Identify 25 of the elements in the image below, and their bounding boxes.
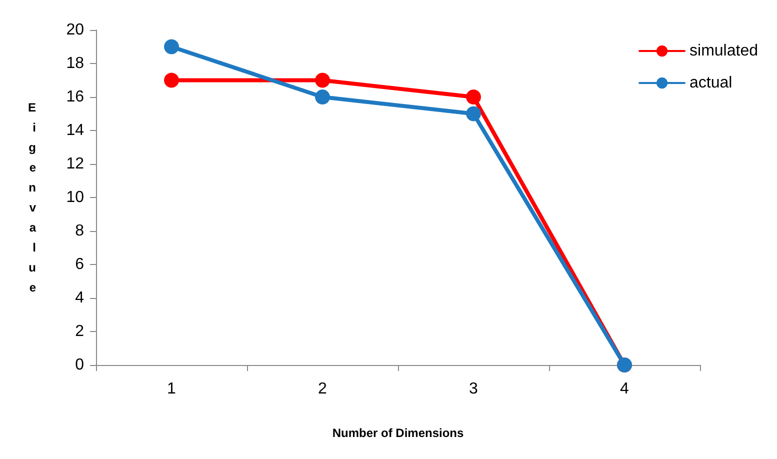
point (315, 72, 330, 88)
y-tick-label: 4 (75, 290, 84, 306)
y-tick-label: 6 (75, 256, 84, 273)
y-tick-label: 12 (66, 156, 84, 172)
x-axis-title: Number of Dimensions (332, 426, 464, 440)
y-tick-label: 2 (75, 323, 84, 340)
x-tick-label: 1 (167, 380, 176, 398)
point (466, 106, 481, 122)
point (315, 90, 330, 104)
legend-label: simulated (690, 42, 758, 60)
y-tick-label: 0 (75, 356, 84, 374)
legend-label: actual (690, 74, 732, 92)
x-tick-label: 4 (620, 380, 630, 398)
y-tick-label: 14 (66, 122, 84, 139)
text: Eigenvalue (28, 100, 36, 294)
x-tick-label: 2 (318, 380, 328, 398)
point (466, 90, 481, 104)
point (164, 72, 179, 88)
y-tick-label: 8 (75, 222, 84, 240)
x-tick-label: 3 (469, 380, 478, 398)
y-tick-label: 10 (66, 189, 84, 206)
y-tick-label: 20 (66, 22, 84, 38)
y-tick-label: 18 (66, 55, 84, 72)
y-tick-label: 16 (66, 88, 84, 106)
point (164, 39, 179, 54)
